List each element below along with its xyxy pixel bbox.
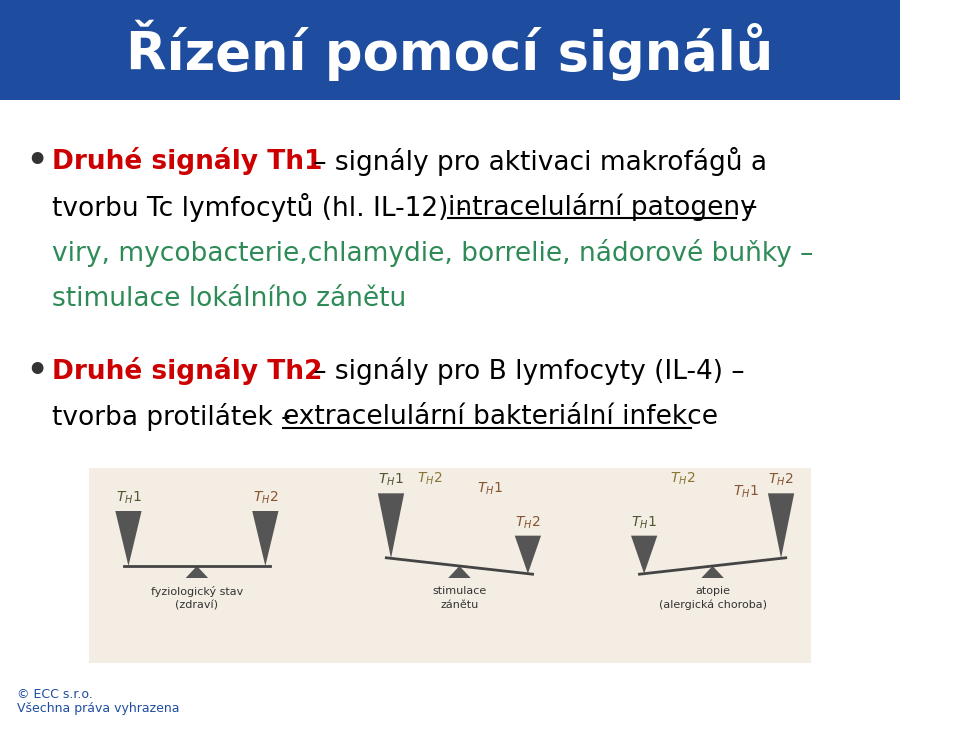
Text: $T_H1$: $T_H1$: [732, 484, 758, 501]
FancyBboxPatch shape: [0, 0, 900, 100]
Text: © ECC s.r.o.: © ECC s.r.o.: [17, 688, 92, 701]
Text: •: •: [26, 145, 47, 178]
Text: Všechna práva vyhrazena: Všechna práva vyhrazena: [17, 702, 180, 715]
Text: tvorba protilátek -: tvorba protilátek -: [52, 403, 299, 431]
Text: extracelulární bakteriální infekce: extracelulární bakteriální infekce: [283, 404, 718, 430]
Text: zánětu: zánětu: [441, 600, 479, 610]
Polygon shape: [448, 566, 470, 578]
Text: viry, mycobacterie,chlamydie, borrelie, nádorové buňky –: viry, mycobacterie,chlamydie, borrelie, …: [52, 239, 813, 267]
Text: tvorbu Tc lymfocytů (hl. IL-12) -: tvorbu Tc lymfocytů (hl. IL-12) -: [52, 192, 474, 221]
Text: Druhé signály Th1: Druhé signály Th1: [52, 147, 322, 175]
Polygon shape: [702, 566, 724, 578]
Text: $T_H1$: $T_H1$: [632, 515, 657, 531]
Text: Řízení pomocí signálů: Řízení pomocí signálů: [127, 19, 774, 80]
Text: $T_H2$: $T_H2$: [252, 490, 278, 506]
FancyBboxPatch shape: [89, 468, 811, 663]
Text: Druhé signály Th2: Druhé signály Th2: [52, 357, 322, 385]
Text: – signály pro B lymfocyty (IL-4) –: – signály pro B lymfocyty (IL-4) –: [305, 357, 745, 385]
Polygon shape: [252, 511, 278, 566]
Text: $T_H2$: $T_H2$: [516, 515, 540, 531]
Text: – signály pro aktivaci makrofágů a: – signály pro aktivaci makrofágů a: [305, 146, 767, 175]
Text: $T_H2$: $T_H2$: [670, 471, 695, 488]
Polygon shape: [768, 493, 794, 558]
Polygon shape: [185, 566, 208, 578]
Text: stimulace lokálního zánětu: stimulace lokálního zánětu: [52, 286, 406, 312]
Polygon shape: [115, 511, 141, 566]
Polygon shape: [378, 493, 404, 558]
Text: (alergická choroba): (alergická choroba): [659, 600, 767, 610]
Text: intracelulární patogeny: intracelulární patogeny: [447, 193, 756, 221]
Text: atopie: atopie: [695, 586, 731, 596]
Text: $T_H1$: $T_H1$: [115, 490, 141, 506]
Text: •: •: [26, 355, 47, 387]
Text: fyziologický stav: fyziologický stav: [151, 586, 243, 597]
Text: $T_H2$: $T_H2$: [768, 472, 794, 488]
Polygon shape: [631, 536, 658, 574]
Text: stimulace: stimulace: [432, 586, 487, 596]
Text: –: –: [736, 194, 757, 220]
Text: $T_H2$: $T_H2$: [417, 471, 443, 488]
Polygon shape: [515, 536, 541, 574]
Text: (zdraví): (zdraví): [176, 600, 219, 610]
Text: $T_H1$: $T_H1$: [476, 481, 502, 497]
Text: $T_H1$: $T_H1$: [378, 472, 404, 488]
